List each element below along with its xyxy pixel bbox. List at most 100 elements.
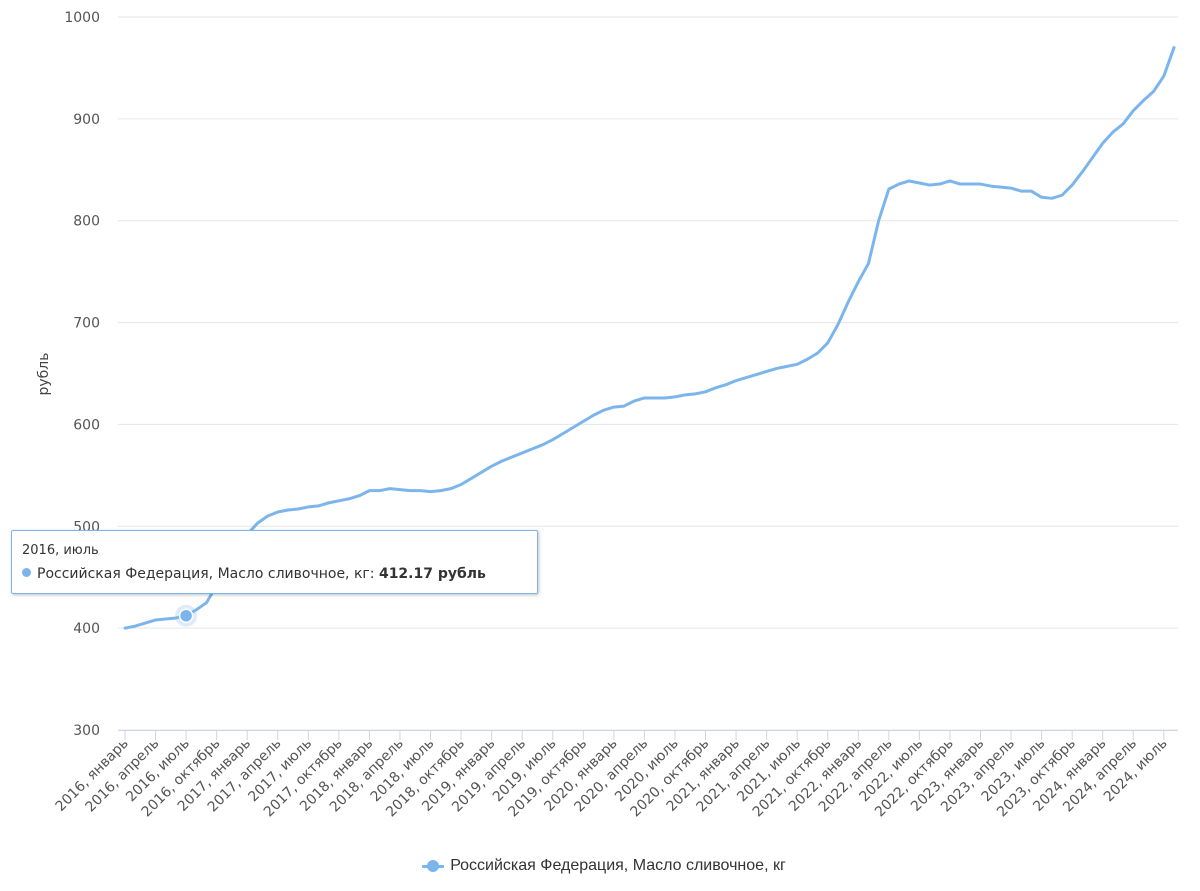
data-point[interactable] [610,403,618,411]
series-line[interactable] [123,46,1176,630]
data-point[interactable] [202,599,210,607]
data-point[interactable] [976,180,984,188]
data-point[interactable] [864,259,872,267]
data-point[interactable] [488,462,496,470]
data-point[interactable] [1017,187,1025,195]
data-point[interactable] [824,339,832,347]
data-point[interactable] [854,278,862,286]
data-point[interactable] [712,384,720,392]
data-point[interactable] [589,411,597,419]
data-point[interactable] [427,488,435,496]
data-point[interactable] [1119,120,1127,128]
data-point[interactable] [284,506,292,514]
data-point[interactable] [457,481,465,489]
hover-point[interactable] [178,608,194,623]
data-point[interactable] [640,394,648,402]
data-point[interactable] [620,402,628,410]
data-point[interactable] [783,362,791,370]
data-point[interactable] [539,441,547,449]
data-point[interactable] [253,519,261,527]
data-point[interactable] [1129,107,1137,115]
data-point[interactable] [926,181,934,189]
data-point[interactable] [416,487,424,495]
data-point[interactable] [600,406,608,414]
data-point[interactable] [752,371,760,379]
data-point[interactable] [559,430,567,438]
data-point[interactable] [987,182,995,190]
data-point[interactable] [1078,168,1086,176]
data-point[interactable] [834,321,842,329]
data-point[interactable] [630,397,638,405]
data-point[interactable] [895,180,903,188]
data-point[interactable] [467,474,475,482]
data-point[interactable] [1007,184,1015,192]
legend-item[interactable]: Российская Федерация, Масло сливочное, к… [414,857,786,875]
data-point[interactable] [141,619,149,627]
data-point[interactable] [549,436,557,444]
data-point[interactable] [814,349,822,357]
data-point[interactable] [763,367,771,375]
data-point[interactable] [885,185,893,193]
data-point[interactable] [946,177,954,185]
data-point[interactable] [518,449,526,457]
data-point[interactable] [437,487,445,495]
data-point[interactable] [915,179,923,187]
data-point[interactable] [905,177,913,185]
data-point[interactable] [264,512,272,520]
data-point[interactable] [406,487,414,495]
data-point[interactable] [131,622,139,630]
data-point[interactable] [1170,44,1178,52]
data-point[interactable] [671,393,679,401]
data-point[interactable] [1058,191,1066,199]
data-point[interactable] [121,624,129,632]
data-point[interactable] [793,360,801,368]
data-point[interactable] [477,468,485,476]
data-point[interactable] [875,217,883,225]
data-point[interactable] [498,457,506,465]
data-point[interactable] [651,394,659,402]
data-point[interactable] [569,423,577,431]
data-point[interactable] [722,381,730,389]
data-point[interactable] [1139,97,1147,105]
data-point[interactable] [1160,72,1168,80]
data-point[interactable] [661,394,669,402]
data-point[interactable] [1048,194,1056,202]
data-point[interactable] [508,453,516,461]
data-point[interactable] [355,492,363,500]
data-point[interactable] [315,502,323,510]
data-point[interactable] [702,388,710,396]
data-point[interactable] [1089,154,1097,162]
data-point[interactable] [803,355,811,363]
data-point[interactable] [152,616,160,624]
data-point[interactable] [396,486,404,494]
data-point[interactable] [732,377,740,385]
data-point[interactable] [528,445,536,453]
data-point[interactable] [579,417,587,425]
data-point[interactable] [376,487,384,495]
data-point[interactable] [936,180,944,188]
data-point[interactable] [365,487,373,495]
data-point[interactable] [966,180,974,188]
data-point[interactable] [294,505,302,513]
data-point[interactable] [997,183,1005,191]
data-point[interactable] [844,298,852,306]
data-point[interactable] [162,615,170,623]
data-point[interactable] [345,495,353,503]
data-point[interactable] [335,497,343,505]
data-point[interactable] [1099,139,1107,147]
data-point[interactable] [742,374,750,382]
data-point[interactable] [1109,128,1117,136]
data-point[interactable] [773,364,781,372]
data-point[interactable] [691,390,699,398]
data-point[interactable] [956,180,964,188]
data-point[interactable] [274,508,282,516]
data-point[interactable] [325,499,333,507]
data-point[interactable] [1068,181,1076,189]
data-point[interactable] [447,485,455,493]
data-point[interactable] [681,391,689,399]
data-point[interactable] [386,485,394,493]
data-point[interactable] [1150,87,1158,95]
data-point[interactable] [1038,193,1046,201]
data-point[interactable] [1027,187,1035,195]
data-point[interactable] [304,503,312,511]
